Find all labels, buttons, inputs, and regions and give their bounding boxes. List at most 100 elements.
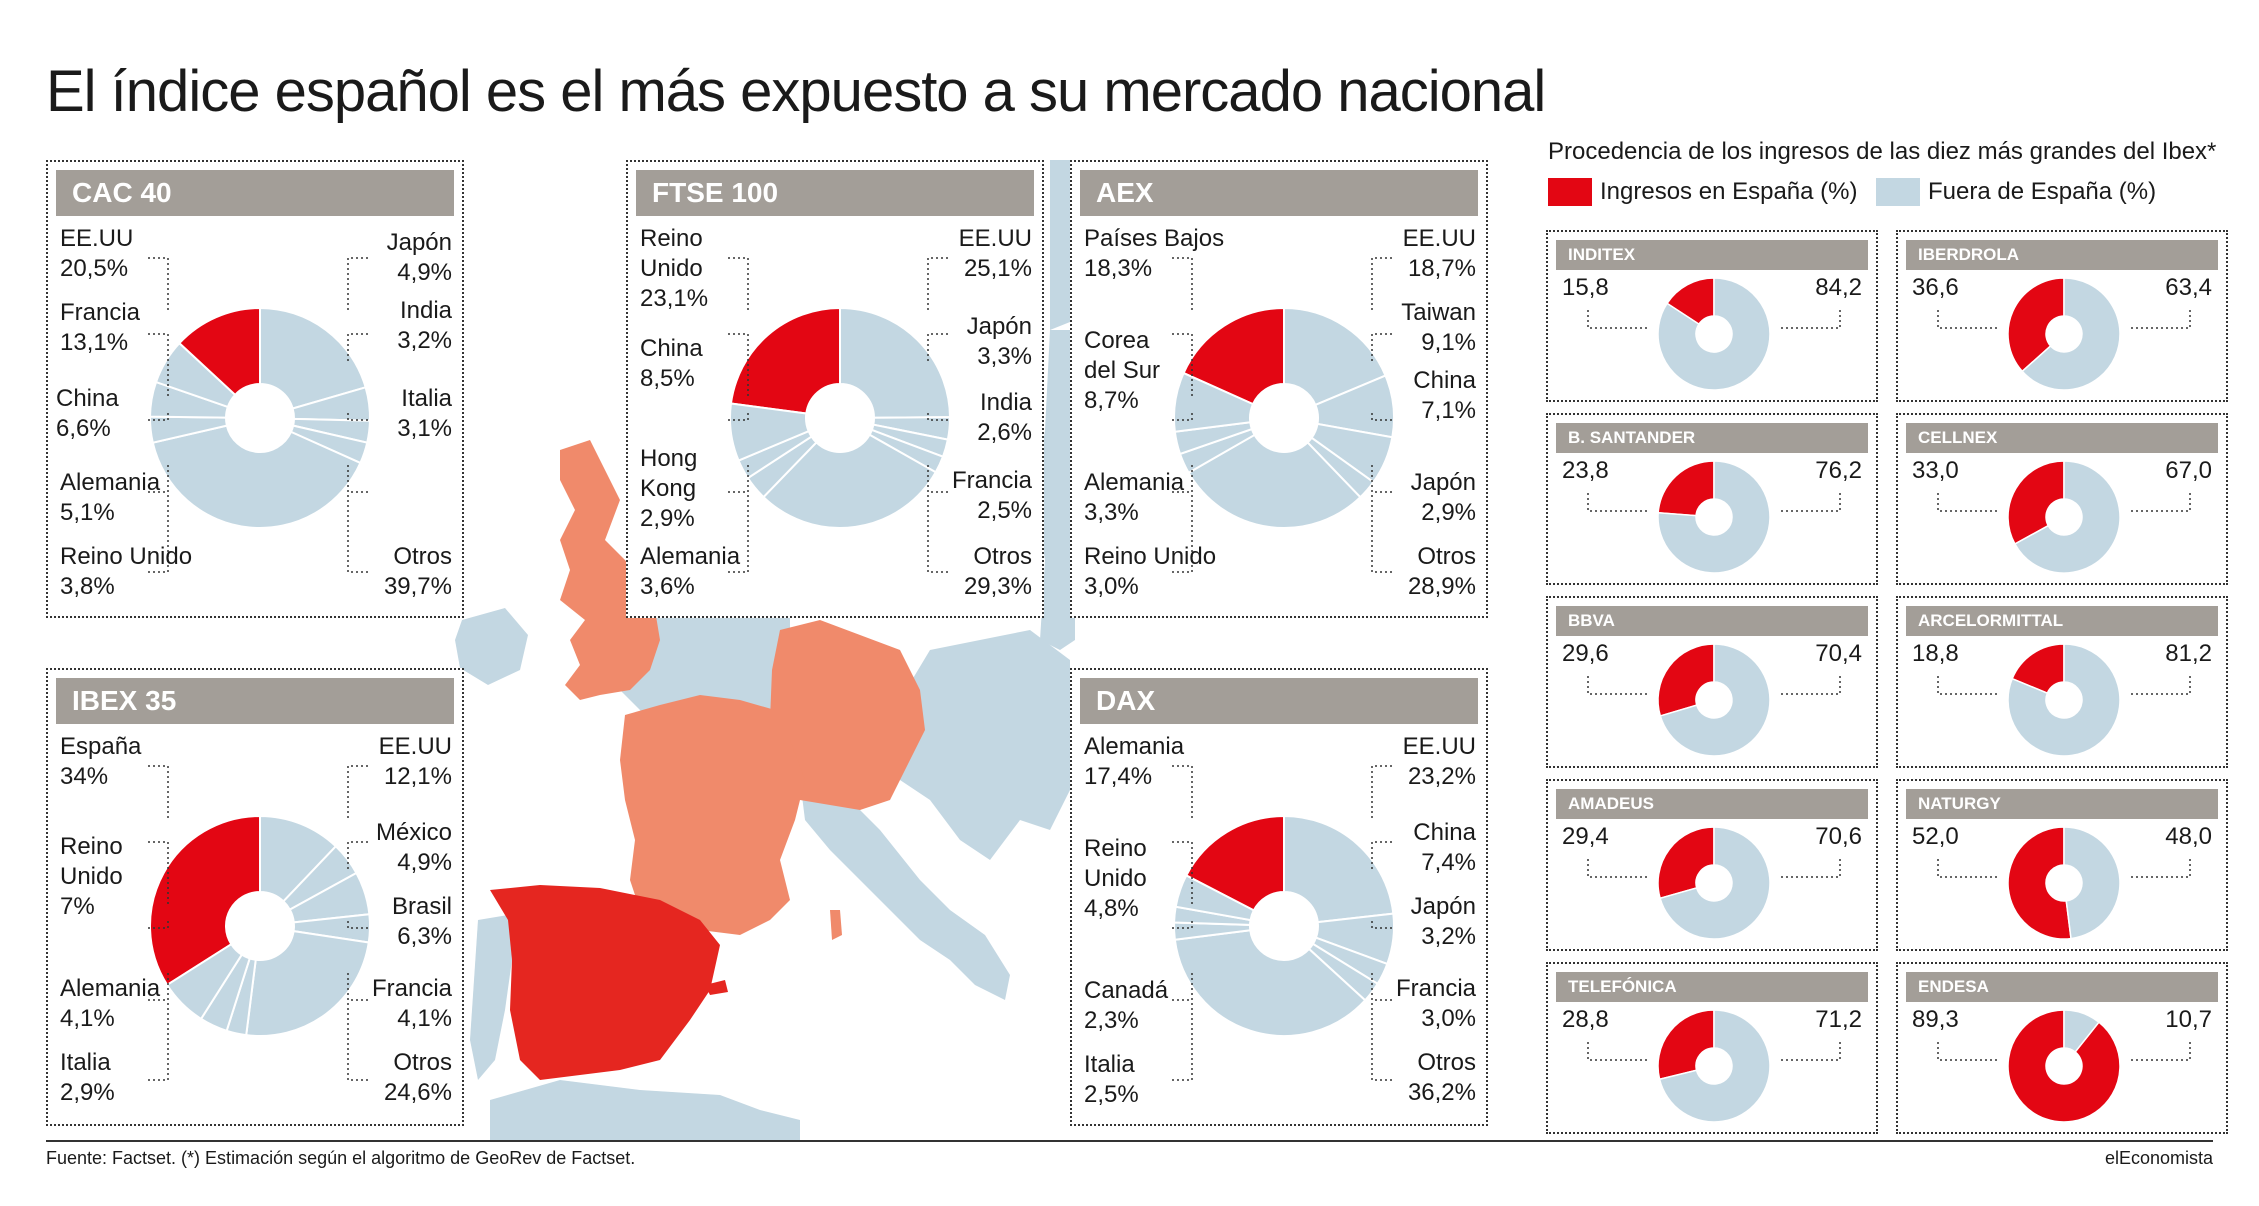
- slice-8: [1173, 371, 1255, 433]
- ibex35-donut: [148, 765, 371, 1081]
- page-title: El índice español es el más expuesto a s…: [46, 59, 1546, 124]
- value-francia: 13,1%: [60, 329, 129, 356]
- value-francia: 3,0%: [1421, 1005, 1476, 1032]
- company-panel: NATURGY 52,0 48,0: [1896, 779, 2228, 951]
- company-panel: ARCELORMITTAL 18,8 81,2: [1896, 596, 2228, 768]
- value-italia: 2,5%: [1084, 1081, 1139, 1108]
- company-name: INDITEX: [1556, 240, 1868, 270]
- spain-slice: [2007, 277, 2065, 373]
- value-italia: 2,9%: [60, 1079, 115, 1106]
- spain-slice: [2007, 460, 2065, 545]
- spain-slice: [1657, 1009, 1715, 1081]
- company-donut: [1587, 1009, 1841, 1123]
- value-india: 3,2%: [397, 327, 452, 354]
- value-paises-bajos: 18,3%: [1084, 255, 1153, 282]
- leader-right-2: [347, 920, 368, 929]
- spain-value: 33,0: [1912, 457, 1959, 484]
- leader-left-0: [1172, 257, 1193, 312]
- company-panel: INDITEX 15,8 84,2: [1546, 230, 1878, 402]
- company-donut: [1937, 277, 2191, 391]
- leader-left: [1587, 676, 1648, 695]
- value-china: 7,4%: [1421, 849, 1476, 876]
- leader-left: [1937, 310, 1998, 329]
- leader-left-0: [148, 765, 169, 820]
- slice-5: [151, 424, 362, 529]
- company-name: IBERDROLA: [1906, 240, 2218, 270]
- brand-credit: elEconomista: [2104, 1148, 2213, 1168]
- foreign-slice: [2013, 460, 2121, 574]
- ftse100-panel: FTSE 100 Reino Unido 23,1% China 8,5% Hong K…: [626, 160, 1044, 618]
- company-panel: CELLNEX 33,0 67,0: [1896, 413, 2228, 585]
- label-eeuu: EE.UU: [958, 225, 1032, 252]
- value-eeuu: 23,2%: [1407, 763, 1476, 790]
- label-otros: Otros: [1417, 1049, 1476, 1076]
- foreign-value: 70,4: [1815, 640, 1862, 667]
- map-italy: [800, 780, 1010, 1000]
- leader-right-1: [1371, 333, 1392, 362]
- company-donut: [1587, 277, 1841, 391]
- foreign-value: 63,4: [2165, 274, 2212, 301]
- spain-value: 15,8: [1562, 274, 1609, 301]
- map-north-africa: [490, 1080, 800, 1140]
- foreign-slice: [1657, 460, 1771, 574]
- leader-left-0: [728, 257, 749, 312]
- company-panel: ENDESA 89,3 10,7: [1896, 962, 2228, 1134]
- leader-right-2: [927, 412, 948, 421]
- leader-left-0: [148, 257, 169, 312]
- slice-1: [839, 306, 952, 419]
- spain-slice: [1657, 826, 1715, 900]
- value-reino-unido: 7%: [60, 893, 95, 920]
- leader-left-3: [1172, 462, 1193, 493]
- value-china: 6,6%: [56, 415, 111, 442]
- slice-8: [1174, 874, 1256, 922]
- leader-left-1: [148, 841, 169, 906]
- slice-5: [1173, 929, 1367, 1037]
- map-france: [620, 695, 805, 935]
- slice-5: [762, 433, 938, 529]
- label-mexico: México: [375, 819, 452, 846]
- company-donut: [1937, 826, 2191, 940]
- foreign-value: 84,2: [1815, 274, 1862, 301]
- foreign-slice: [1659, 826, 1771, 940]
- map-uk: [560, 440, 660, 700]
- leader-right-4: [347, 1000, 368, 1081]
- map-corsica: [830, 910, 842, 940]
- value-canada: 2,3%: [1084, 1007, 1139, 1034]
- leader-left-3: [148, 462, 169, 493]
- foreign-value: 71,2: [1815, 1006, 1862, 1033]
- company-name: BBVA: [1556, 606, 1868, 636]
- foreign-value: 70,6: [1815, 823, 1862, 850]
- company-panel: BBVA 29,6 70,4: [1546, 596, 1878, 768]
- leader-right-2: [1371, 412, 1392, 421]
- label-italia: Italia: [401, 385, 452, 412]
- leader-left-3: [148, 970, 169, 1001]
- label-kong: Kong: [640, 475, 697, 502]
- leader-right-0: [927, 257, 948, 312]
- value-otros: 29,3%: [963, 573, 1032, 600]
- spain-value: 36,6: [1912, 274, 1959, 301]
- spain-slice: [2007, 826, 2072, 940]
- value-japon: 3,2%: [1421, 923, 1476, 950]
- leader-right-1: [347, 333, 368, 362]
- label-italia: Italia: [60, 1049, 111, 1076]
- cac40-donut: [148, 257, 371, 573]
- label-espana: España: [60, 733, 142, 760]
- leader-right-3: [1371, 970, 1392, 1001]
- legend-spain-label: Ingresos en España (%): [1600, 178, 1858, 205]
- leader-right-1: [347, 841, 368, 870]
- leader-right: [2130, 859, 2191, 878]
- leader-left-2: [148, 920, 169, 929]
- leader-right-4: [1371, 492, 1392, 573]
- value-alemania: 3,3%: [1084, 499, 1139, 526]
- label-italia: Italia: [1084, 1051, 1135, 1078]
- label-francia: Francia: [951, 467, 1032, 494]
- value-reino-unido: 3,0%: [1084, 573, 1139, 600]
- leader-right: [2130, 676, 2191, 695]
- label-otros: Otros: [393, 543, 452, 570]
- leader-left-2: [1172, 920, 1193, 929]
- leader-left: [1587, 859, 1648, 878]
- leader-right-1: [1371, 841, 1392, 870]
- company-donut: [1587, 460, 1841, 574]
- leader-right-0: [347, 765, 368, 820]
